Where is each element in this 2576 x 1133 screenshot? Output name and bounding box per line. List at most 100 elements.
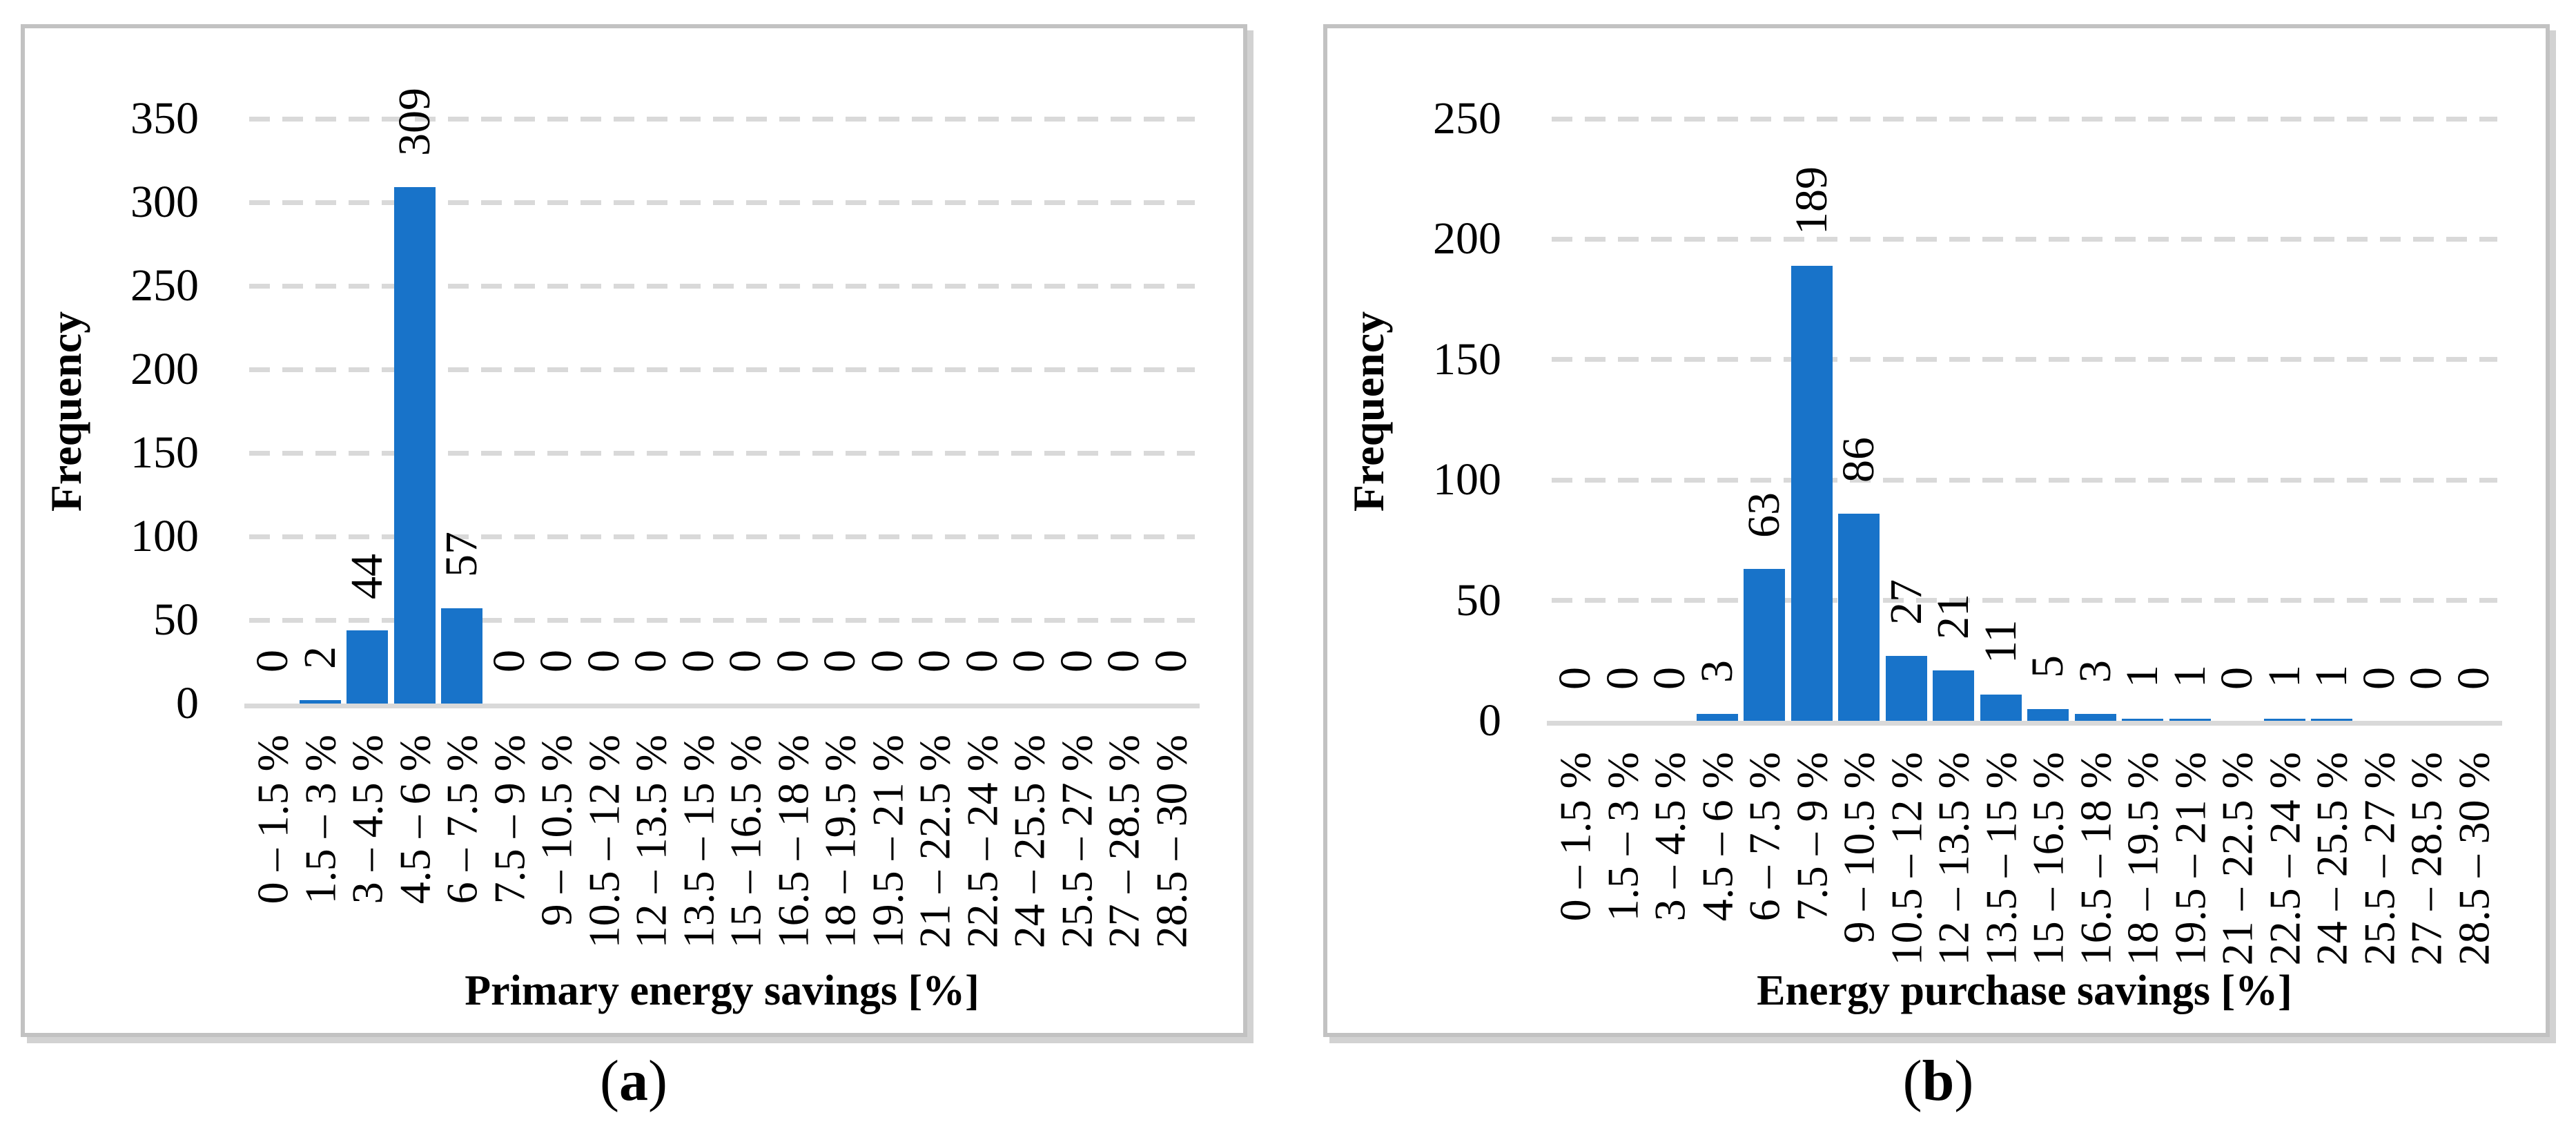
gridline xyxy=(1552,598,2497,603)
x-tick-label: 10.5 – 12 % xyxy=(579,735,628,949)
x-tick-label: 28.5 – 30 % xyxy=(1146,735,1196,949)
x-tick-label: 16.5 – 18 % xyxy=(2071,752,2120,966)
bar xyxy=(2027,709,2069,721)
chart-panel-a: Frequency Primary energy savings [%] 0 50… xyxy=(21,24,1247,1037)
caption-paren: ) xyxy=(1954,1049,1974,1113)
gridline xyxy=(1552,357,2497,362)
x-tick-label: 25.5 – 27 % xyxy=(1052,735,1101,949)
bar-value-label: 57 xyxy=(436,532,487,577)
x-tick-label: 18 – 19.5 % xyxy=(815,735,864,949)
x-tick-label: 3 – 4.5 % xyxy=(342,735,391,904)
y-tick-label: 350 xyxy=(130,93,199,144)
bar xyxy=(1886,656,1927,721)
x-tick-label: 0 – 1.5 % xyxy=(248,735,297,904)
bar xyxy=(300,700,341,704)
x-tick-label: 9 – 10.5 % xyxy=(531,735,580,927)
x-tick-label: 15 – 16.5 % xyxy=(2023,752,2072,966)
x-axis-line xyxy=(244,704,1200,708)
bar-value-label: 309 xyxy=(389,88,440,156)
gridline xyxy=(249,117,1195,122)
bar-value-label: 0 xyxy=(2401,667,2451,690)
gridline xyxy=(249,618,1195,623)
bar-value-label: 44 xyxy=(342,554,392,599)
x-tick-label: 27 – 28.5 % xyxy=(2401,752,2450,966)
bar xyxy=(2075,714,2116,721)
bar-value-label: 0 xyxy=(531,650,581,672)
gridline xyxy=(1552,117,2497,122)
x-tick-label: 12 – 13.5 % xyxy=(1929,752,1978,966)
plot-area: 0 50 100 150 200 250 300 350 0 0 – 1.5 % 2 1.5 – 3 … xyxy=(25,28,1243,1033)
x-tick-label: 21 – 22.5 % xyxy=(910,735,959,949)
x-tick-label: 22.5 – 24 % xyxy=(2260,752,2309,966)
x-axis-title: Primary energy savings [%] xyxy=(465,967,979,1014)
bar xyxy=(2311,719,2352,721)
caption-paren: ( xyxy=(1902,1049,1922,1113)
y-tick-label: 100 xyxy=(1433,454,1501,505)
y-tick-label: 150 xyxy=(130,427,199,478)
y-tick-label: 200 xyxy=(1433,213,1501,264)
y-tick-label: 300 xyxy=(130,177,199,227)
gridline xyxy=(1552,237,2497,242)
y-tick-label: 50 xyxy=(153,594,199,645)
x-tick-label: 16.5 – 18 % xyxy=(768,735,817,949)
bar-value-label: 0 xyxy=(1550,667,1600,690)
y-tick-label: 250 xyxy=(1433,93,1501,144)
x-tick-label: 27 – 28.5 % xyxy=(1099,735,1148,949)
bar xyxy=(2264,719,2305,721)
caption-letter: b xyxy=(1922,1049,1955,1113)
bar xyxy=(1697,714,1738,721)
caption-paren: ) xyxy=(648,1049,667,1113)
bar-value-label: 2 xyxy=(295,646,345,669)
bar-value-label: 0 xyxy=(909,650,959,672)
x-tick-label: 6 – 7.5 % xyxy=(437,735,486,904)
bar-value-label: 0 xyxy=(625,650,676,672)
x-tick-label: 12 – 13.5 % xyxy=(626,735,675,949)
y-tick-label: 200 xyxy=(130,344,199,394)
bar-value-label: 0 xyxy=(2448,667,2499,690)
x-tick-label: 22.5 – 24 % xyxy=(957,735,1006,949)
x-tick-label: 28.5 – 30 % xyxy=(2449,752,2498,966)
gridline xyxy=(249,534,1195,539)
gridline xyxy=(249,451,1195,456)
bar xyxy=(1933,670,1974,721)
bar-value-label: 0 xyxy=(247,650,297,672)
bar xyxy=(441,608,482,704)
y-tick-label: 250 xyxy=(130,260,199,311)
x-tick-label: 9 – 10.5 % xyxy=(1834,752,1883,944)
bar-value-label: 1 xyxy=(2117,665,2167,688)
bar xyxy=(1791,266,1833,721)
x-tick-label: 21 – 22.5 % xyxy=(2212,752,2261,966)
x-tick-label: 25.5 – 27 % xyxy=(2354,752,2403,966)
bar xyxy=(347,630,388,704)
bar-value-label: 0 xyxy=(1146,650,1196,672)
bar-value-label: 189 xyxy=(1786,166,1837,235)
caption-a: (a) xyxy=(358,1047,910,1116)
bar-value-label: 0 xyxy=(720,650,770,672)
bar xyxy=(1838,514,1880,721)
x-tick-label: 1.5 – 3 % xyxy=(1598,752,1647,922)
x-tick-label: 0 – 1.5 % xyxy=(1550,752,1599,922)
bar xyxy=(2169,719,2211,721)
x-tick-label: 18 – 19.5 % xyxy=(2118,752,2167,966)
gridline xyxy=(249,367,1195,372)
gridline xyxy=(249,200,1195,205)
x-tick-label: 24 – 25.5 % xyxy=(2307,752,2356,966)
bar-value-label: 0 xyxy=(814,650,865,672)
gridline xyxy=(249,284,1195,289)
x-tick-label: 4.5 – 6 % xyxy=(1692,752,1741,922)
y-tick-label: 50 xyxy=(1456,575,1501,626)
bar xyxy=(394,187,436,704)
plot-area: 0 50 100 150 200 250 0 0 – 1.5 % 0 1.5 – 3 % 0 3 – … xyxy=(1327,28,2546,1033)
x-tick-label: 4.5 – 6 % xyxy=(390,735,439,904)
x-axis-title: Energy purchase savings [%] xyxy=(1757,967,2292,1014)
bar xyxy=(2122,719,2163,721)
x-tick-label: 19.5 – 21 % xyxy=(2165,752,2214,966)
bar-value-label: 63 xyxy=(1739,492,1789,538)
bar-value-label: 1 xyxy=(2306,665,2357,688)
y-tick-label: 0 xyxy=(1479,695,1501,746)
bar-value-label: 5 xyxy=(2022,655,2073,678)
y-tick-label: 0 xyxy=(176,678,199,728)
caption-b: (b) xyxy=(1662,1047,2214,1116)
bar-value-label: 0 xyxy=(1098,650,1149,672)
